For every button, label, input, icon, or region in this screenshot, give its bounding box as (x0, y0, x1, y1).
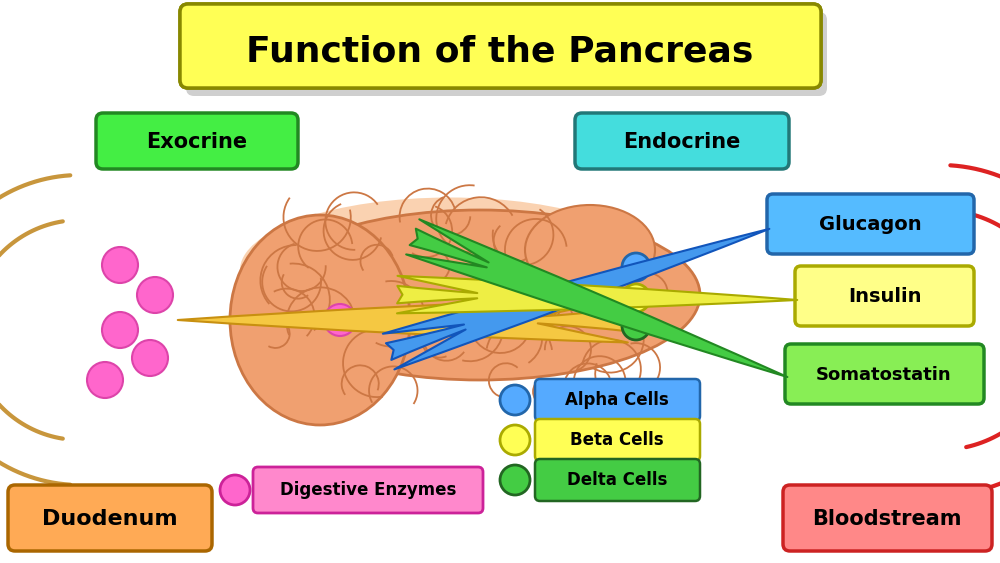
FancyBboxPatch shape (253, 467, 483, 513)
Circle shape (102, 312, 138, 348)
Ellipse shape (622, 312, 650, 340)
FancyBboxPatch shape (180, 4, 821, 88)
Text: Duodenum: Duodenum (42, 509, 178, 529)
Ellipse shape (230, 215, 410, 425)
Ellipse shape (622, 284, 650, 312)
Circle shape (87, 362, 123, 398)
FancyBboxPatch shape (186, 12, 827, 96)
FancyBboxPatch shape (8, 485, 212, 551)
Circle shape (132, 340, 168, 376)
Circle shape (220, 475, 250, 505)
Circle shape (137, 277, 173, 313)
Circle shape (500, 385, 530, 415)
Circle shape (500, 465, 530, 495)
Ellipse shape (260, 210, 700, 380)
Circle shape (102, 247, 138, 283)
FancyBboxPatch shape (795, 266, 974, 326)
FancyBboxPatch shape (575, 113, 789, 169)
Text: Exocrine: Exocrine (146, 132, 248, 152)
FancyBboxPatch shape (535, 419, 700, 461)
Text: Glucagon: Glucagon (819, 216, 921, 235)
Text: Bloodstream: Bloodstream (812, 509, 962, 529)
Text: Insulin: Insulin (848, 288, 922, 306)
FancyBboxPatch shape (767, 194, 974, 254)
Circle shape (500, 425, 530, 455)
Ellipse shape (622, 253, 650, 281)
Text: Somatostatin: Somatostatin (816, 366, 952, 384)
Ellipse shape (240, 198, 660, 342)
Text: Delta Cells: Delta Cells (567, 471, 667, 489)
Ellipse shape (525, 205, 655, 295)
Text: Digestive Enzymes: Digestive Enzymes (280, 481, 456, 499)
FancyBboxPatch shape (785, 344, 984, 404)
FancyBboxPatch shape (180, 4, 821, 88)
Text: Beta Cells: Beta Cells (570, 431, 664, 449)
FancyBboxPatch shape (96, 113, 298, 169)
FancyBboxPatch shape (535, 379, 700, 421)
Text: Function of the Pancreas: Function of the Pancreas (246, 35, 754, 69)
FancyBboxPatch shape (783, 485, 992, 551)
Text: Endocrine: Endocrine (623, 132, 741, 152)
Text: Alpha Cells: Alpha Cells (565, 391, 669, 409)
FancyBboxPatch shape (535, 459, 700, 501)
Circle shape (324, 304, 356, 336)
